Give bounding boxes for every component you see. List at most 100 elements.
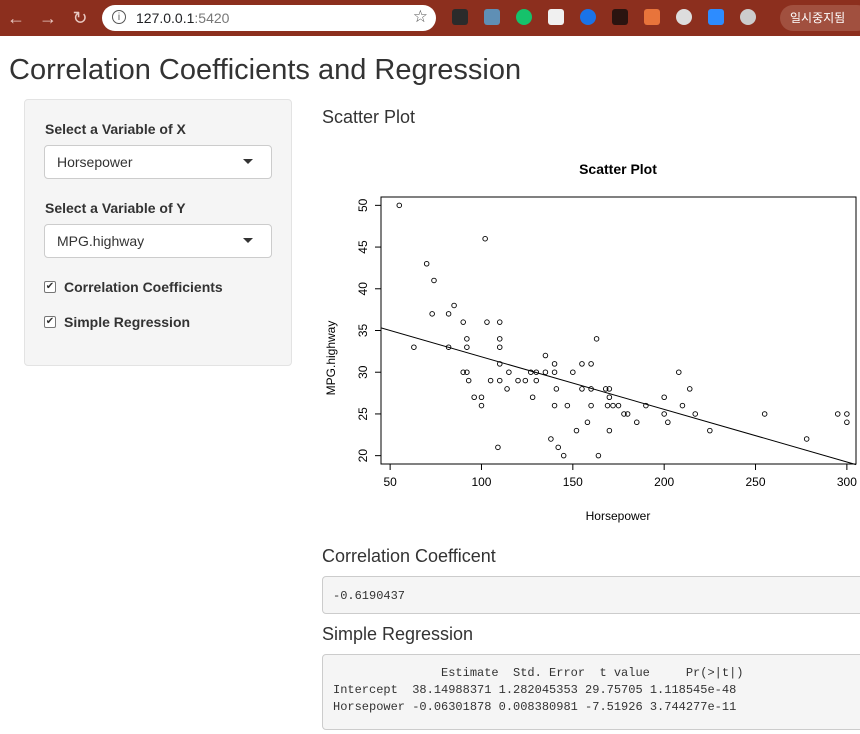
y-axis-label: MPG.highway (324, 321, 338, 396)
data-point (834, 411, 841, 417)
y-tick-label: 25 (356, 407, 370, 421)
data-point (665, 419, 671, 426)
sidebar-panel: Select a Variable of X Horsepower Select… (24, 99, 292, 366)
chevron-down-icon (243, 159, 253, 164)
data-point (573, 427, 580, 434)
data-point (465, 377, 472, 384)
correlation-output: -0.6190437 (322, 576, 860, 614)
data-point (496, 344, 503, 350)
data-point (496, 377, 503, 384)
data-point (604, 402, 611, 409)
data-point (533, 377, 540, 384)
extension-icon[interactable] (548, 9, 564, 25)
data-point (506, 369, 512, 375)
data-point (606, 394, 613, 400)
data-point (496, 319, 503, 325)
x-axis-label: Horsepower (586, 509, 651, 523)
data-point (844, 411, 850, 417)
bookmark-star-icon[interactable]: ☆ (412, 7, 428, 26)
data-point (579, 386, 585, 392)
data-point (707, 427, 713, 434)
data-point (606, 386, 613, 392)
scatter-heading: Scatter Plot (322, 107, 416, 127)
data-point (460, 319, 466, 325)
data-point (445, 344, 452, 350)
x-variable-label: Select a Variable of X (45, 121, 186, 137)
data-point (495, 444, 501, 451)
data-point (423, 260, 430, 267)
data-point (615, 402, 622, 409)
correlation-checkbox-label[interactable]: Correlation Coefficients (64, 279, 223, 295)
info-icon[interactable]: i (112, 10, 126, 24)
url-host: 127.0.0.1 (136, 10, 195, 26)
regression-slope-line: Horsepower -0.06301878 0.008380981 -7.51… (333, 700, 737, 714)
data-point (584, 419, 591, 426)
y-tick-label: 20 (356, 449, 370, 463)
x-tick-label: 50 (383, 475, 397, 489)
profile-button[interactable]: 일시중지됨 (780, 5, 860, 31)
data-point (634, 419, 640, 426)
regression-checkbox-label[interactable]: Simple Regression (64, 314, 191, 330)
zoom-icon[interactable] (708, 9, 724, 25)
extension-icon[interactable] (484, 9, 500, 25)
data-point (478, 402, 485, 409)
x-tick-label: 200 (654, 475, 674, 489)
data-point (528, 369, 534, 375)
data-point (464, 336, 470, 342)
x-tick-label: 150 (563, 475, 583, 489)
extension-icon[interactable] (676, 9, 692, 25)
data-point (487, 377, 494, 384)
url-text[interactable]: 127.0.0.1:5420 (136, 5, 229, 31)
chevron-down-icon (243, 238, 253, 243)
x-tick-label: 100 (471, 475, 491, 489)
data-point (761, 411, 768, 417)
extension-icon[interactable] (452, 9, 468, 25)
x-tick-label: 250 (746, 475, 766, 489)
data-point (529, 394, 536, 400)
y-variable-value: MPG.highway (57, 233, 145, 249)
data-point (588, 402, 594, 409)
back-icon[interactable]: ← (7, 8, 25, 28)
data-point (579, 361, 585, 367)
regression-output: Estimate Std. Error t value Pr(>|t|) Inte… (322, 654, 860, 730)
data-point (844, 419, 850, 426)
data-point (429, 311, 435, 317)
extension-icon[interactable] (580, 9, 596, 25)
url-port: :5420 (194, 10, 230, 26)
data-point (482, 235, 488, 242)
data-point (692, 411, 698, 417)
y-tick-label: 30 (356, 365, 370, 379)
correlation-checkbox[interactable]: ✔ (44, 281, 56, 293)
x-variable-select[interactable]: Horsepower (44, 145, 272, 179)
extension-icon[interactable] (644, 9, 660, 25)
regression-checkbox[interactable]: ✔ (44, 316, 56, 328)
data-point (451, 302, 457, 309)
regression-heading: Simple Regression (322, 624, 474, 644)
data-point (687, 386, 693, 392)
extension-icon[interactable] (740, 9, 756, 25)
data-point (496, 361, 503, 367)
y-tick-label: 45 (356, 240, 370, 254)
data-point (621, 411, 627, 417)
pdf-icon[interactable] (612, 9, 628, 25)
data-point (679, 402, 686, 409)
data-point (548, 436, 554, 442)
data-point (555, 444, 561, 451)
address-bar[interactable]: i 127.0.0.1:5420 ☆ (102, 5, 436, 31)
data-point (551, 361, 558, 367)
y-variable-label: Select a Variable of Y (45, 200, 186, 216)
data-point (606, 427, 613, 434)
scatter-plot: Scatter Plot Horsepower MPG.highway 50 10… (324, 161, 857, 523)
data-point (593, 336, 600, 342)
y-variable-select[interactable]: MPG.highway (44, 224, 272, 258)
forward-icon[interactable]: → (39, 8, 57, 28)
browser-toolbar: ← → ↻ i 127.0.0.1:5420 ☆ 일시중지됨 (0, 0, 860, 36)
data-point (551, 369, 558, 375)
grammarly-icon[interactable] (516, 9, 532, 25)
data-point (588, 361, 594, 367)
data-point (533, 369, 540, 375)
data-point (661, 411, 667, 417)
reload-icon[interactable]: ↻ (72, 8, 88, 28)
data-point (515, 377, 521, 384)
page-title: Correlation Coefficients and Regression (9, 54, 522, 86)
